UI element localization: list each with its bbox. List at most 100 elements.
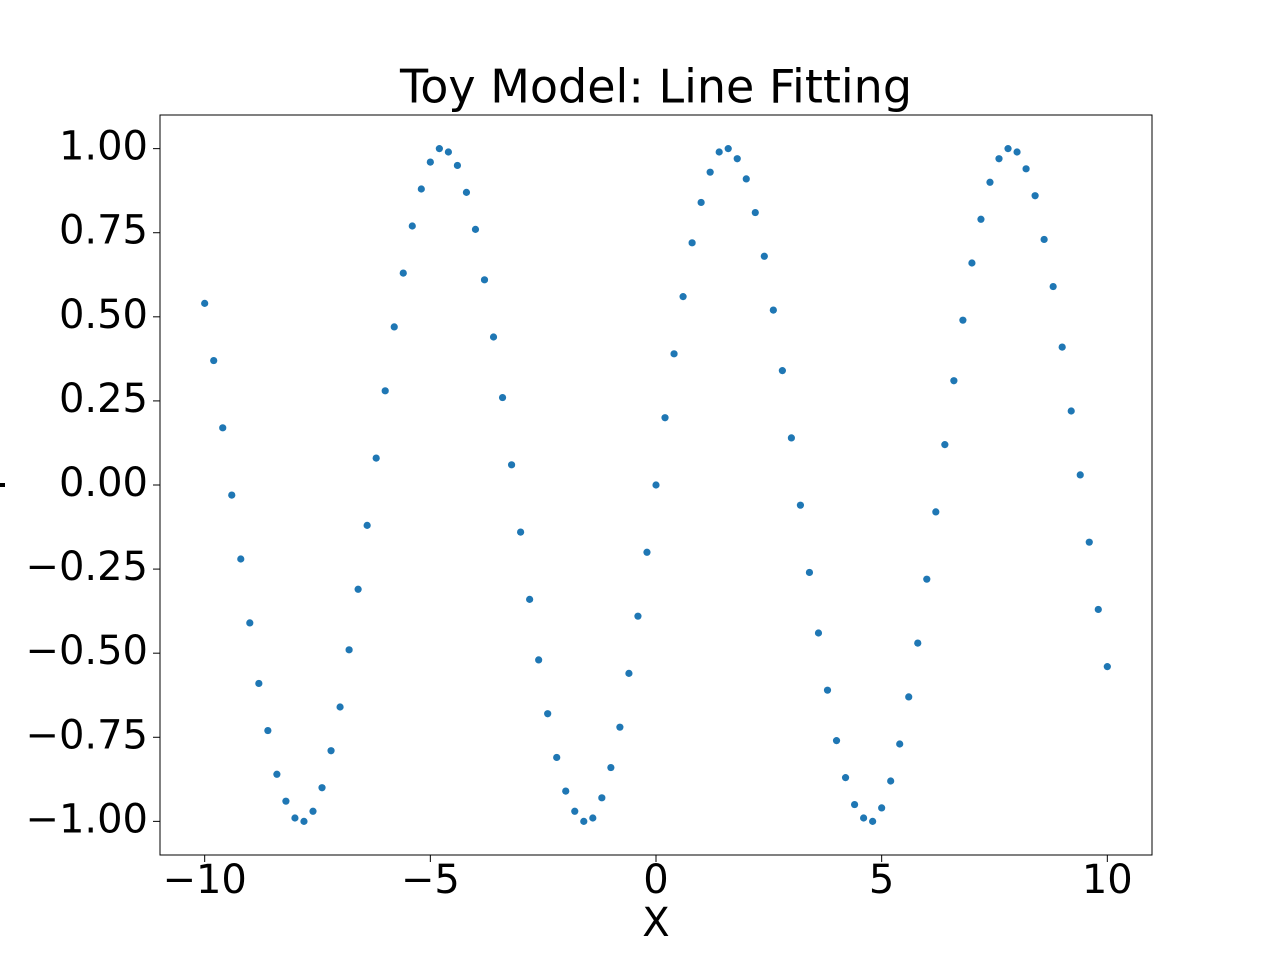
data-point (507, 461, 516, 469)
data-point (805, 568, 814, 577)
data-point (471, 225, 480, 233)
data-point (715, 148, 723, 156)
data-point (489, 333, 498, 341)
data-point (426, 158, 434, 166)
y-axis-label: Y (0, 472, 15, 498)
data-point (995, 155, 1003, 163)
data-point (733, 155, 741, 163)
data-point (228, 491, 236, 499)
data-point (526, 595, 534, 603)
x-tick-label: 10 (1082, 857, 1133, 903)
data-point (408, 222, 416, 230)
y-tick-label: −0.50 (25, 628, 148, 674)
data-point (580, 817, 588, 825)
y-tick-label: 0.25 (59, 376, 148, 422)
data-point (814, 629, 823, 637)
data-point (1031, 192, 1039, 200)
data-point (878, 804, 886, 812)
data-point (255, 679, 263, 688)
data-point (941, 441, 949, 449)
y-tick-label: −1.00 (25, 796, 148, 842)
y-tick-label: 0.75 (59, 208, 148, 254)
data-point (553, 753, 561, 762)
data-point (950, 377, 958, 385)
data-point (923, 575, 931, 583)
data-point (237, 555, 245, 563)
data-point (498, 393, 507, 402)
data-point (832, 737, 841, 745)
data-point (282, 797, 290, 805)
x-tick-label: 5 (869, 857, 894, 903)
data-point (914, 639, 922, 647)
data-point (589, 814, 597, 822)
data-point (634, 612, 642, 620)
data-point (345, 646, 353, 654)
x-tick-label: −10 (162, 857, 246, 903)
data-point (598, 794, 606, 802)
data-point (706, 168, 714, 176)
data-point (1022, 165, 1030, 173)
data-point (219, 424, 227, 432)
data-point (535, 656, 543, 664)
data-point (787, 434, 795, 442)
data-point (309, 807, 317, 815)
data-point (959, 316, 967, 324)
chart-title: Toy Model: Line Fitting (399, 60, 912, 114)
data-point (372, 454, 380, 462)
y-tick-label: 1.00 (59, 124, 148, 170)
data-point (679, 293, 687, 301)
data-point (643, 548, 651, 556)
data-point (1040, 235, 1048, 244)
data-point (869, 817, 877, 825)
data-point (246, 619, 254, 627)
data-point (291, 814, 299, 822)
data-point (210, 356, 218, 365)
data-point (652, 481, 660, 489)
data-point (336, 703, 344, 711)
y-tick-label: −0.75 (25, 712, 148, 758)
data-point (905, 693, 913, 701)
data-point (1094, 605, 1102, 614)
data-point (796, 501, 805, 509)
data-point (562, 787, 570, 795)
data-point (517, 528, 525, 536)
data-point (1085, 538, 1093, 546)
data-point (751, 208, 759, 217)
data-point (1013, 148, 1021, 156)
data-point (661, 414, 669, 422)
data-point (264, 726, 272, 735)
data-point (932, 508, 940, 516)
data-point (1067, 407, 1075, 415)
data-point (273, 770, 281, 778)
data-point (986, 178, 994, 186)
x-tick-label: 0 (643, 857, 668, 903)
data-point (381, 387, 389, 395)
data-point (887, 777, 895, 785)
data-point (778, 367, 786, 375)
y-tick-label: −0.25 (25, 544, 148, 590)
data-point (318, 784, 326, 792)
data-point (896, 740, 904, 748)
data-point (417, 185, 425, 193)
data-point (742, 175, 750, 183)
data-point (444, 148, 452, 156)
data-point (1004, 145, 1012, 153)
data-point (327, 747, 335, 755)
data-point (670, 350, 678, 358)
data-point (363, 521, 371, 529)
data-point (688, 239, 696, 247)
data-point (1076, 471, 1084, 479)
data-point (201, 299, 209, 307)
data-point (1058, 343, 1066, 351)
data-point (390, 323, 398, 331)
y-tick-label: 0.50 (59, 292, 148, 338)
data-point (823, 686, 832, 694)
x-tick-label: −5 (401, 857, 460, 903)
data-point (435, 145, 443, 153)
data-point (769, 306, 777, 314)
data-point (760, 252, 768, 260)
data-point (607, 763, 615, 772)
